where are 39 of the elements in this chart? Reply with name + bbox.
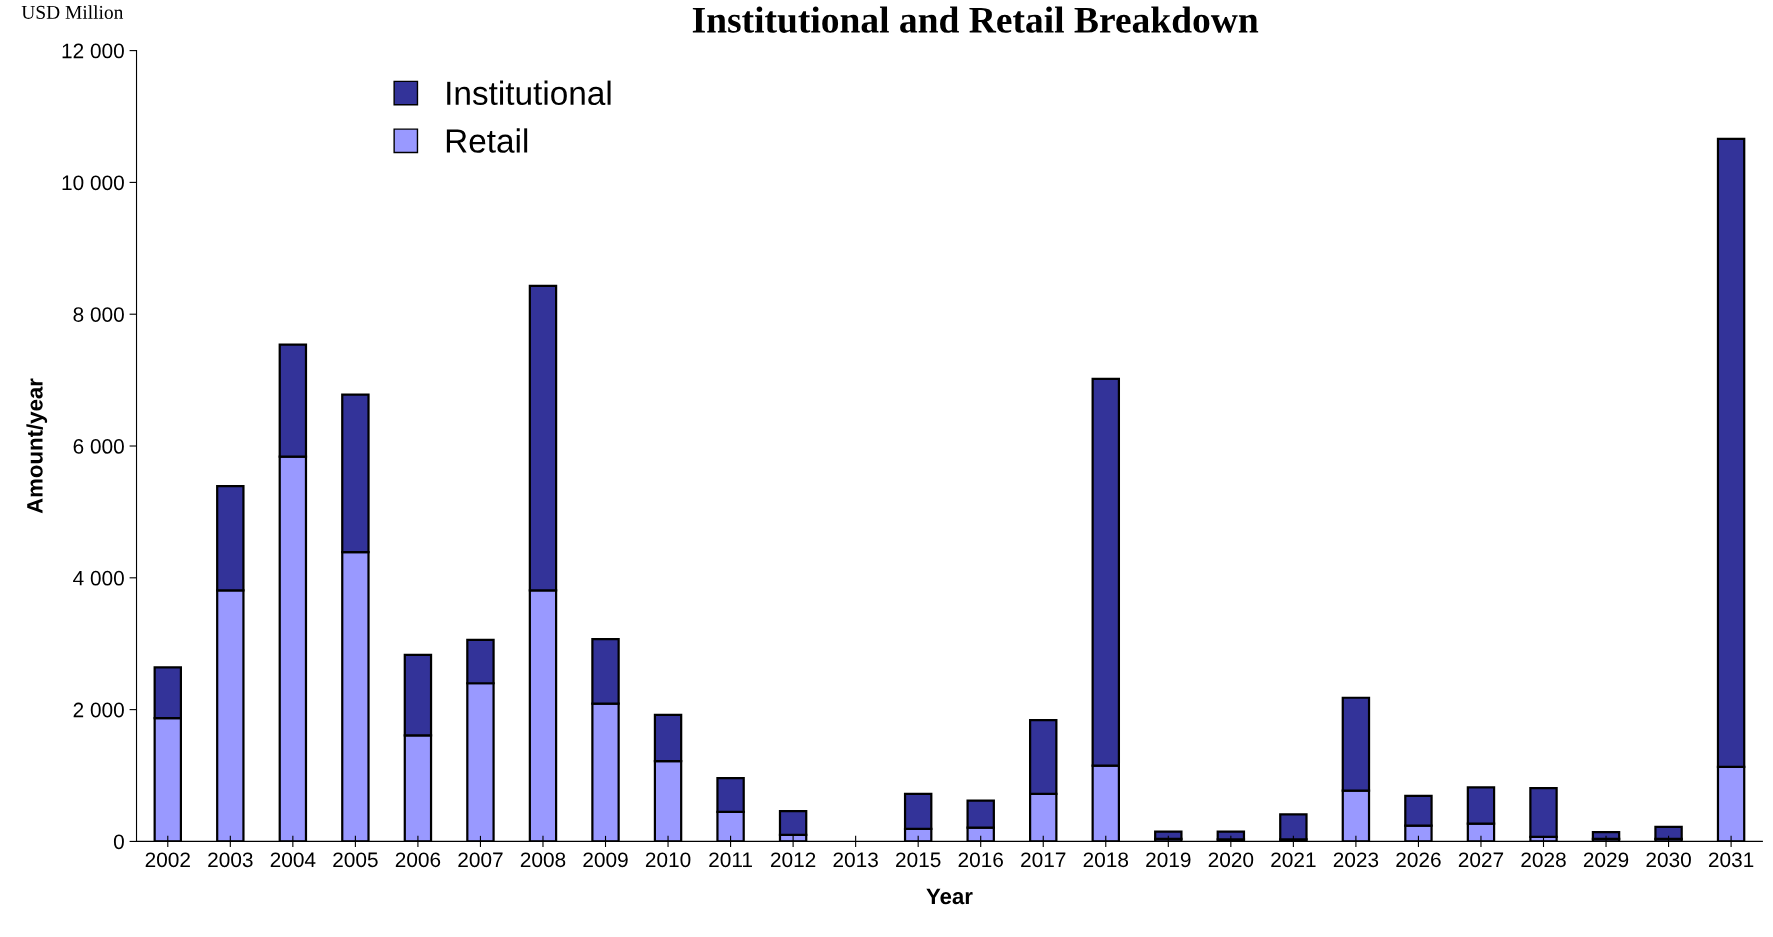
legend-label: Retail <box>446 128 528 153</box>
y-tick-label: 10 000 <box>62 175 124 191</box>
y-tick-label: 6 000 <box>73 439 124 454</box>
text: USD Million <box>21 5 124 19</box>
x-tick-label: 2016 <box>958 852 1003 868</box>
x-tick-label: 2005 <box>333 852 378 868</box>
x-tick-label: 2020 <box>1208 852 1254 868</box>
x-tick-label: 2021 <box>1271 852 1316 868</box>
x-tick-label: 2003 <box>208 852 253 868</box>
x-tick-label: 2010 <box>645 852 691 868</box>
x-tick-label: 2031 <box>1708 852 1754 868</box>
x-tick-label: 2023 <box>1333 852 1379 868</box>
x-tick-label: 2028 <box>1521 852 1566 868</box>
x-tick-label: 2019 <box>1146 852 1191 868</box>
chart-title: Institutional and Retail Breakdown <box>692 6 1259 33</box>
x-axis-title: Year <box>926 888 973 905</box>
y-tick-label: 4 000 <box>73 570 124 586</box>
x-tick-label: 2017 <box>1021 852 1066 868</box>
y-tick-label: 8 000 <box>73 307 124 322</box>
x-tick-label: 2013 <box>833 852 878 868</box>
legend-label: Institutional <box>447 80 611 106</box>
x-tick-label: 2004 <box>270 852 316 868</box>
x-tick-label: 2008 <box>520 852 566 868</box>
y-tick-label: 0 <box>113 834 124 850</box>
y-tick-label: 12 000 <box>62 43 124 59</box>
x-tick-label: 2015 <box>896 852 941 868</box>
y-tick-label: 2 000 <box>73 702 124 718</box>
x-tick-label: 2027 <box>1458 852 1504 868</box>
x-tick-label: 2006 <box>395 852 441 868</box>
x-tick-label: 2009 <box>583 852 628 868</box>
x-tick-label: 2011 <box>709 852 752 868</box>
x-tick-label: 2026 <box>1396 852 1441 868</box>
y-axis-title: Amount/year <box>26 378 48 514</box>
x-tick-label: 2012 <box>770 852 816 868</box>
x-tick-label: 2002 <box>145 852 190 868</box>
x-tick-label: 2007 <box>458 852 503 868</box>
x-tick-label: 2030 <box>1646 852 1691 868</box>
x-tick-label: 2018 <box>1083 852 1129 868</box>
x-tick-label: 2029 <box>1583 852 1629 868</box>
